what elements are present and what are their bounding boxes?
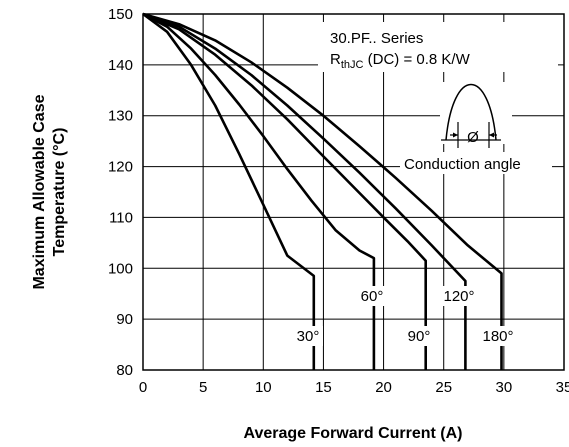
curve-label-backdrop — [357, 286, 387, 306]
plot-frame — [142, 13, 565, 371]
diagram-backdrop — [440, 82, 512, 144]
series-line — [142, 12, 316, 370]
rthjc-annotation: RthJC (DC) = 0.8 K/W — [330, 51, 471, 71]
y-tick-label: 90 — [116, 311, 133, 328]
curve-label: 30° — [297, 328, 320, 345]
annotation-backdrop — [318, 22, 558, 72]
x-tick-label: 5 — [199, 379, 207, 396]
angle-arrowhead-right-icon — [489, 132, 494, 138]
y-axis-title-line: Maximum Allowable Case — [31, 94, 48, 289]
x-tick-label: 30 — [496, 379, 513, 396]
curve-label: 60° — [361, 288, 384, 305]
curve-label: 180° — [482, 328, 513, 345]
conduction-angle-diagram: Ø — [440, 82, 512, 148]
curve-label-backdrop — [404, 326, 434, 346]
series-line — [142, 12, 376, 370]
x-tick-label: 10 — [255, 379, 272, 396]
x-tick-label: 20 — [375, 379, 392, 396]
x-tick-label: 0 — [139, 379, 147, 396]
curve-labels: 30° 60° 90° 120° 180° — [293, 286, 517, 346]
y-tick-label: 80 — [116, 362, 133, 379]
x-tick-label: 25 — [435, 379, 452, 396]
x-axis-title: Average Forward Current (A) — [244, 425, 463, 442]
rthjc-value: (DC) = 0.8 K/W — [363, 51, 470, 68]
curve-label-backdrop — [440, 286, 478, 306]
y-tick-label: 140 — [108, 57, 133, 74]
half-sine-icon — [445, 83, 497, 141]
conduction-angle-label: Conduction angle — [404, 156, 521, 173]
y-axis-title: Maximum Allowable Case Temperature (°C) — [31, 94, 68, 289]
series-line — [142, 12, 467, 370]
x-tick-label: 35 — [556, 379, 569, 396]
angle-arrowhead-left-icon — [453, 132, 458, 138]
y-tick-label: 110 — [109, 209, 133, 226]
y-tick-label: 120 — [108, 159, 133, 176]
y-tick-label: 130 — [108, 108, 133, 125]
x-tick-label: 15 — [315, 379, 332, 396]
y-tick-label: 100 — [108, 260, 133, 277]
rthjc-subscript: thJC — [341, 59, 364, 71]
curve-label-backdrop — [293, 326, 323, 346]
y-tick-label: 150 — [108, 6, 133, 23]
curve-label: 120° — [443, 288, 474, 305]
rthjc-symbol: R — [330, 51, 341, 68]
curves — [142, 12, 503, 370]
curve-label-backdrop — [479, 326, 517, 346]
series-line — [142, 12, 503, 370]
tick-labels: 0 5 10 15 20 25 30 35 80 90 100 110 120 130 140 150 — [108, 6, 569, 396]
series-line — [142, 12, 427, 370]
angle-symbol: Ø — [467, 129, 479, 146]
series-name-annotation: 30.PF.. Series — [330, 30, 423, 47]
y-axis-title-line: Temperature (°C) — [51, 128, 68, 257]
conduction-label-backdrop — [400, 152, 552, 174]
curve-label: 90° — [408, 328, 431, 345]
